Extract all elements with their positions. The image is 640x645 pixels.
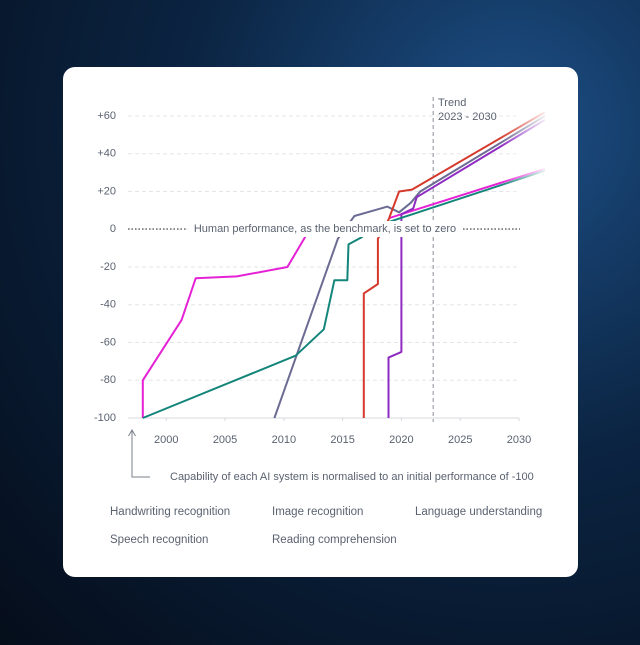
plot: +60 +40 +20 0 -20 -40 -60 -80 -100 2000 2005 2010 20… [94, 95, 560, 446]
y-tick-label: +60 [97, 110, 116, 122]
x-tick-label: 2030 [507, 434, 531, 446]
y-tick-label: 0 [110, 223, 116, 235]
series-line [141, 167, 546, 418]
series-line [387, 118, 546, 418]
y-tick-label: -80 [100, 374, 116, 386]
x-tick-label: 2020 [389, 434, 413, 446]
legend-entry: Language understanding [415, 506, 542, 518]
y-tick-label: -60 [100, 336, 116, 348]
benchmark-label-bg [188, 221, 462, 237]
y-tick-label: -100 [94, 412, 116, 424]
x-tick-label: 2000 [154, 434, 178, 446]
legend-entry: Handwriting recognition [110, 506, 230, 518]
x-tick-label: 2010 [272, 434, 296, 446]
baseline-annotation: Capability of each AI system is normalis… [170, 471, 534, 483]
annotation-arrow [131, 431, 150, 478]
x-tick-label: 2005 [213, 434, 237, 446]
legend-entry: Image recognition [272, 506, 363, 518]
trend-fade [500, 95, 560, 195]
series-line [142, 169, 546, 419]
trend-label: Trend [438, 97, 466, 109]
trend-label: 2023 - 2030 [438, 111, 497, 123]
x-tick-label: 2015 [330, 434, 354, 446]
y-tick-label: -20 [100, 261, 116, 273]
x-tick-label: 2025 [448, 434, 472, 446]
y-tick-label: +20 [97, 185, 116, 197]
y-tick-label: +40 [97, 148, 116, 160]
legend-entry: Speech recognition [110, 534, 208, 546]
annotation-arrowhead [128, 429, 136, 437]
legend-entry: Reading comprehension [272, 534, 397, 546]
y-tick-label: -40 [100, 299, 116, 311]
benchmark-annotation: Human performance, as the benchmark, is … [194, 223, 456, 235]
